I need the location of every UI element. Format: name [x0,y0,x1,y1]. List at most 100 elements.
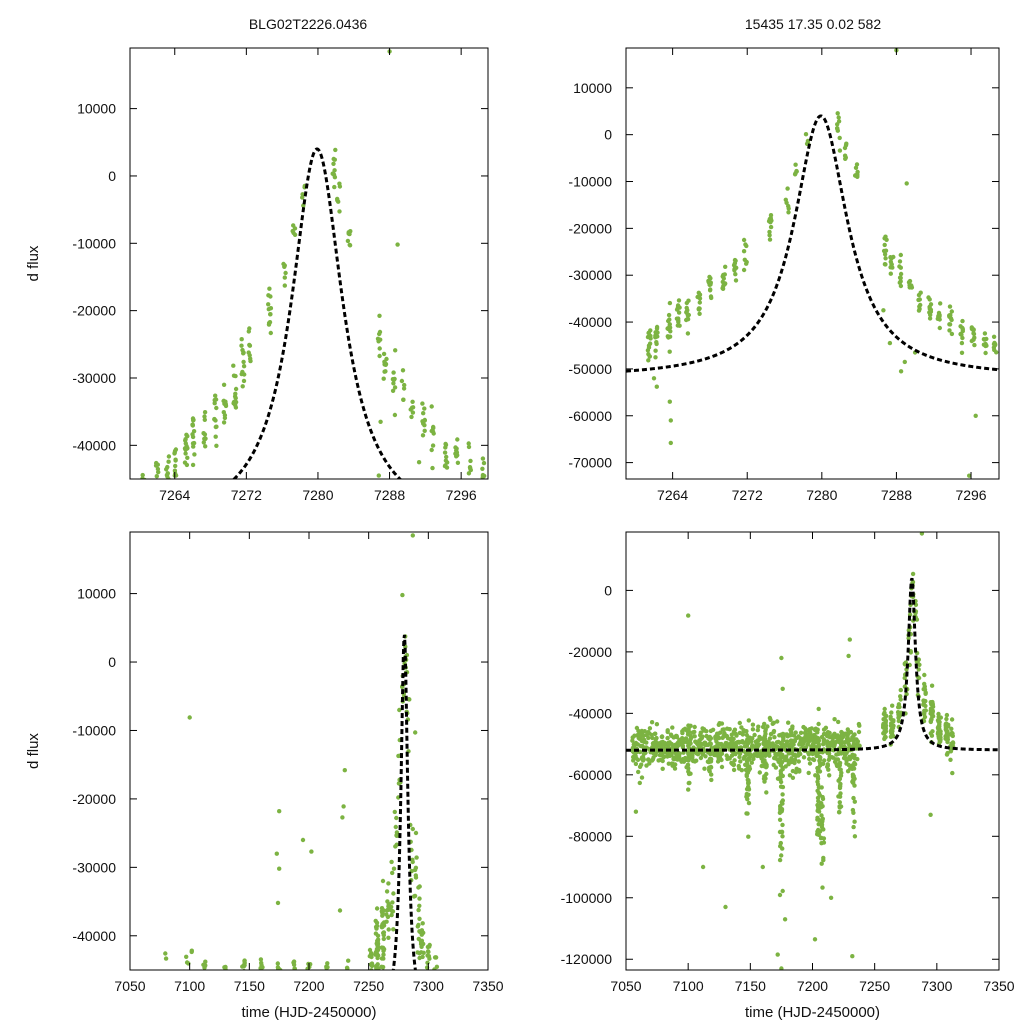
data-point [837,739,842,745]
data-point [845,730,850,736]
data-point [836,794,841,799]
data-point [384,889,390,894]
data-point [837,148,843,153]
data-point [166,459,171,464]
data-point [430,465,435,471]
data-point [793,770,799,775]
data-point [374,966,379,970]
data-point [416,460,422,465]
data-point [640,758,646,763]
data-point [856,729,862,735]
data-point [822,758,827,763]
data-point [949,309,954,314]
data-point [796,759,801,764]
data-point [395,242,400,247]
data-point [882,252,888,257]
data-point [381,351,387,357]
data-point [851,773,856,779]
data-point [763,765,769,770]
data-point [685,749,691,755]
data-point [429,428,434,434]
data-point [331,156,336,162]
data-point [633,761,639,767]
data-point [883,714,888,719]
data-point [826,733,831,738]
data-point [882,706,887,712]
data-point [686,613,691,618]
data-point [842,153,848,158]
data-point [380,964,386,970]
data-point [732,743,737,748]
data-point [780,731,786,737]
data-point [768,220,773,225]
x-tick-label: 7272 [732,487,763,503]
data-point [709,772,714,777]
data-point [949,717,955,722]
data-point [641,751,647,757]
data-point [422,428,427,433]
y-tick-label: -60000 [568,767,612,783]
data-point [325,961,330,966]
data-point [393,348,398,353]
data-point [930,714,936,719]
data-point [282,263,287,268]
data-point [967,473,972,478]
data-point [233,402,238,408]
x-tick-label: 7264 [657,487,688,503]
data-point [767,736,773,741]
data-point [686,758,691,763]
data-point [915,660,920,665]
data-point [852,819,857,824]
data-point [944,716,949,722]
data-point [921,698,926,703]
data-point [393,844,398,849]
data-point [685,727,691,732]
data-point [714,752,719,758]
data-point [248,358,253,364]
data-point [653,744,658,749]
data-point [898,279,903,284]
data-point [908,650,913,655]
data-point [668,418,673,423]
data-point [337,184,343,189]
data-point [883,256,888,261]
data-point [239,337,244,342]
data-point [733,258,738,263]
data-point [342,768,347,773]
data-point [851,810,856,815]
data-point [827,773,832,778]
data-point [937,325,942,331]
data-point [754,751,759,756]
data-point [686,769,691,774]
data-point [741,237,747,243]
data-point [818,805,824,810]
data-point [767,233,772,238]
data-point [936,718,941,724]
data-point [650,741,656,746]
data-point [698,755,704,761]
data-point [816,706,821,712]
y-tick-label: 0 [108,654,116,670]
data-point [786,720,791,725]
data-point [259,962,264,968]
data-point [645,348,651,353]
x-tick-label: 7100 [174,978,205,994]
data-point [780,888,785,894]
data-point [397,707,402,713]
data-point [784,200,789,205]
data-point [820,796,826,802]
data-point [850,763,855,768]
data-point [944,752,950,757]
data-point [202,410,208,415]
data-point [416,907,421,913]
data-point [276,970,280,974]
y-tick-label: -20000 [72,303,116,319]
data-point [972,342,977,348]
data-point [374,923,380,929]
data-point [902,675,907,681]
data-point [729,760,734,766]
data-point [383,361,389,367]
data-point [922,711,927,716]
y-tick-label: -60000 [568,408,612,424]
data-point [429,447,434,453]
